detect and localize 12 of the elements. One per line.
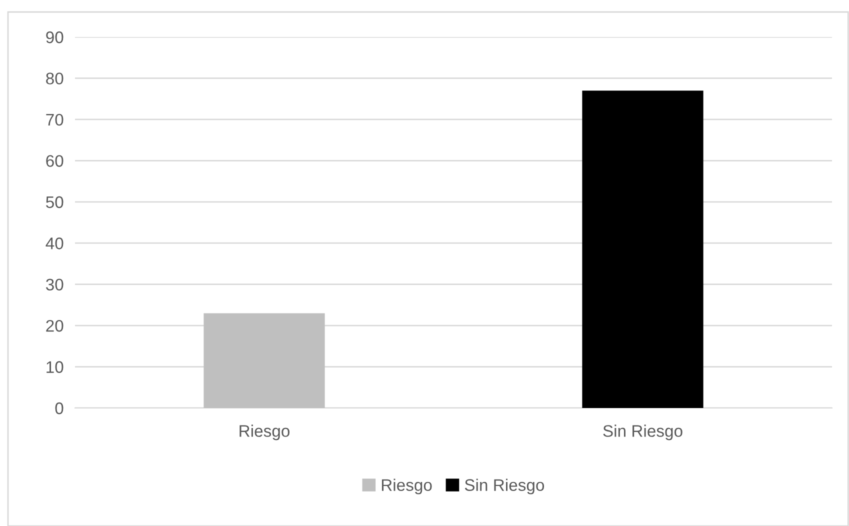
y-tick-label: 30 [46, 278, 64, 291]
y-tick-label: 0 [55, 402, 64, 414]
y-tick-label: 60 [46, 155, 64, 167]
legend-label: Riesgo [382, 478, 432, 494]
y-tick-label: 90 [46, 31, 64, 44]
y-tick-label: 80 [46, 72, 64, 84]
y-tick-label: 10 [46, 361, 64, 373]
y-tick-label: 40 [46, 238, 64, 250]
legend-label: Sin Riesgo [464, 478, 544, 494]
y-tick-label: 20 [46, 320, 64, 332]
y-tick-label: 70 [46, 114, 64, 126]
y-tick-label: 50 [46, 196, 64, 208]
